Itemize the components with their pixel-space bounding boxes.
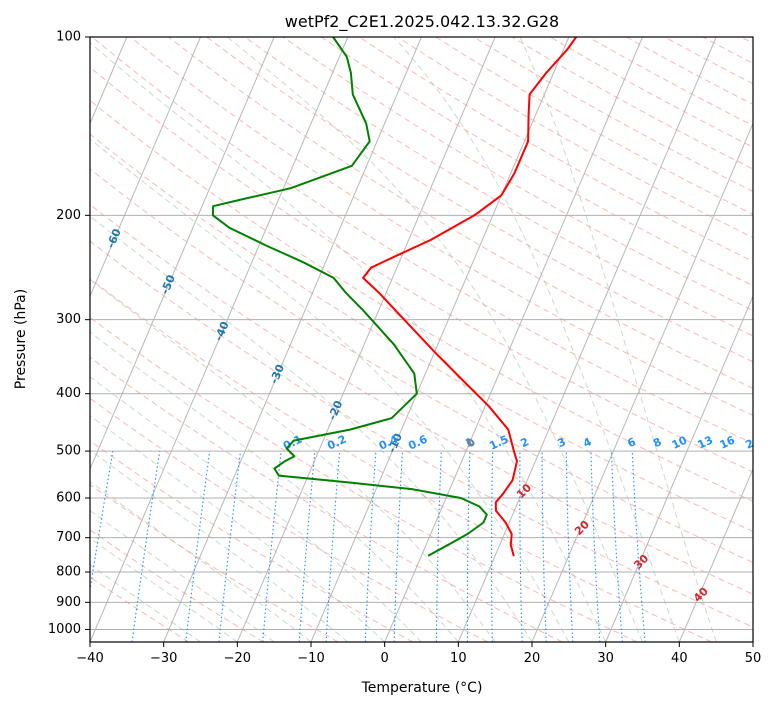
dry-adiabat [207,37,775,642]
y-tick-label: 700 [56,530,81,545]
isotherm-line [16,37,274,642]
mixing-ratio-line [520,451,522,642]
moist-adiabat [0,37,532,642]
mixing-ratio-label: 25 [769,434,775,452]
moist-adiabat [0,37,495,642]
mixing-ratio-label: 6 [625,435,638,450]
x-tick-label: −10 [297,651,324,666]
isotherm-label: -80 [0,142,13,166]
x-tick-label: −30 [150,651,177,666]
mixing-ratio-label: 0.6 [406,432,429,452]
moist-adiabat-label: 30 [631,552,651,572]
isotherm-line [311,37,569,642]
mixing-ratio-label: 16 [718,433,738,451]
dry-adiabat [741,37,775,642]
y-tick-label: 800 [56,565,81,580]
mixing-ratio-line [82,451,113,642]
dry-adiabat [0,37,338,642]
dry-adiabat [0,37,562,642]
x-tick-label: 20 [524,651,541,666]
mixing-ratio-label: 10 [670,433,690,451]
x-tick-label: −40 [76,651,103,666]
dry-adiabat [130,37,775,642]
y-tick-label: 200 [56,208,81,223]
mixing-ratio-label: 8 [651,435,663,450]
x-tick-label: 10 [450,651,467,666]
isotherm-line [679,37,775,642]
y-tick-label: 400 [56,386,81,401]
y-tick-label: 500 [56,444,81,459]
dry-adiabat [665,37,775,642]
moist-adiabat [0,37,311,642]
isotherm-label: -50 [158,273,178,297]
dry-adiabat [550,37,775,642]
moist-adiabat-label: 40 [691,584,711,604]
x-tick-label: 40 [671,651,688,666]
mixing-ratio-line [632,451,645,642]
mixing-ratio-line [186,451,210,642]
dry-adiabat [169,37,775,642]
moist-adiabat [0,37,274,642]
isotherm-label: -70 [48,184,68,208]
mixing-ratio-label: 13 [696,434,715,452]
mixing-ratio-label: 4 [581,435,594,450]
x-tick-label: 0 [381,651,389,666]
dry-adiabat [245,37,775,642]
dry-adiabat [588,37,775,642]
moist-adiabat [520,37,716,642]
moist-adiabat [0,37,348,642]
y-axis-label: Pressure (hPa) [13,289,29,389]
mixing-ratio-line [566,451,573,642]
moist-adiabat-label: 20 [572,518,592,538]
isotherm-line [606,37,775,642]
moist-adiabat [0,37,385,642]
mixing-ratio-line [492,451,493,642]
y-tick-label: 900 [56,595,81,610]
background-lines [0,37,775,642]
dry-adiabat [0,37,413,642]
x-tick-label: −20 [224,651,251,666]
x-tick-label: 30 [597,651,614,666]
dry-adiabat [92,37,775,642]
dry-adiabat [512,37,775,642]
isotherm-label: -20 [326,398,346,422]
dry-adiabat [436,37,775,642]
dewpoint-line [213,37,487,555]
line-labels: -100-90-80-70-60-50-40-30-20-100.10.20.4… [0,57,775,604]
x-axis-label: Temperature (°C) [361,680,483,696]
dry-adiabat [0,37,637,642]
y-tick-label: 600 [56,491,81,506]
moist-adiabat [0,37,422,642]
mixing-ratio-label: 3 [555,435,567,450]
x-tick-label: 50 [745,651,762,666]
mixing-ratio-label: 1.5 [487,433,510,453]
moist-adiabat [0,37,237,642]
moist-adiabat [0,37,569,642]
mixing-ratio-label: 2 [519,435,531,450]
isotherm-line [753,37,775,642]
isotherm-line [458,37,716,642]
mixing-ratio-line [436,451,441,642]
y-tick-label: 1000 [48,622,81,637]
y-tick-label: 100 [56,30,81,45]
dry-adiabat [703,37,775,642]
chart-title: wetPf2_C2E1.2025.042.13.32.G28 [285,12,559,32]
dry-adiabat [0,37,775,642]
y-tick-label: 300 [56,312,81,327]
mixing-ratio-label: 0.2 [325,433,348,453]
dry-adiabat [0,37,488,642]
isotherm-label: -60 [104,226,124,250]
dry-adiabat [0,37,712,642]
